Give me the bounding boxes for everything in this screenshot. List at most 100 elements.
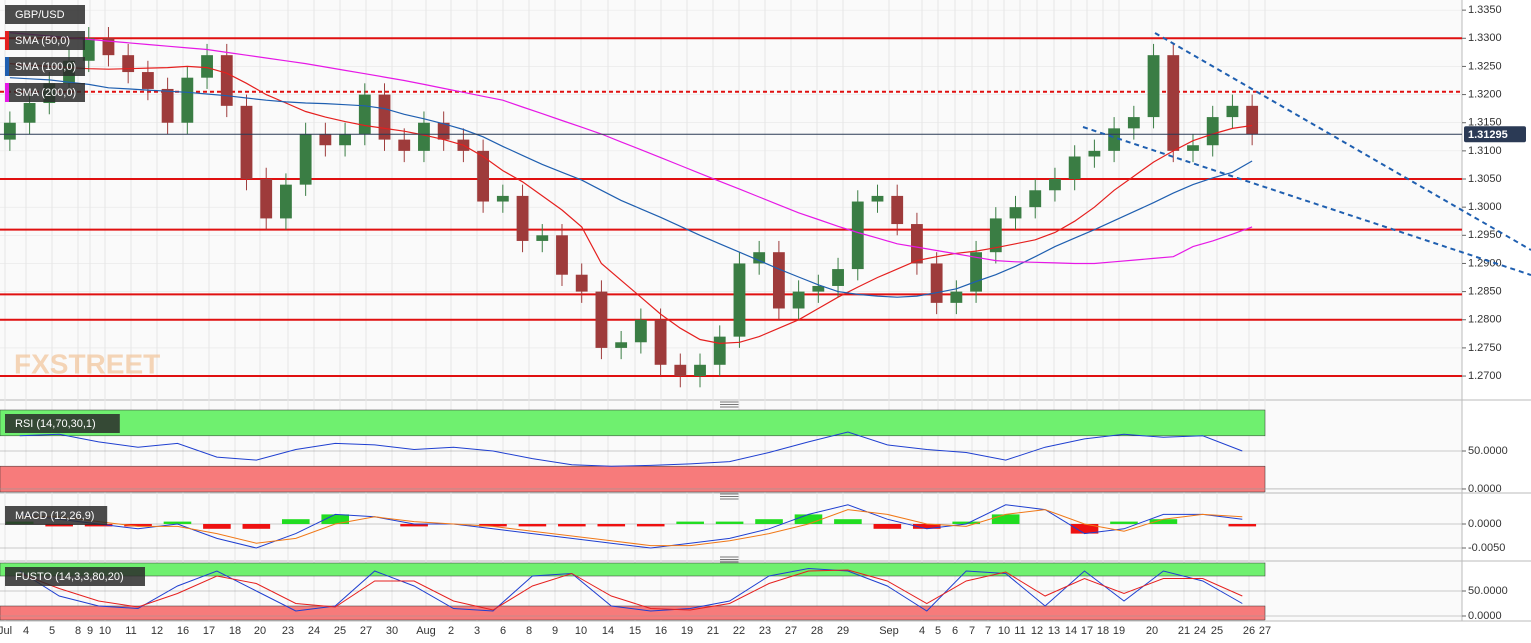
histogram-bar	[755, 519, 783, 524]
y-tick-label: 0.0000	[1468, 483, 1502, 495]
x-tick-label: 9	[87, 625, 93, 637]
candle-body	[970, 252, 982, 292]
legend-label: SMA (100,0)	[15, 61, 76, 73]
x-tick-label: 16	[655, 625, 667, 637]
legend-label: FUSTO (14,3,3,80,20)	[15, 571, 124, 583]
x-tick-label: 25	[334, 625, 346, 637]
indicator-line	[19, 431, 1243, 467]
x-tick-label: 17	[203, 625, 215, 637]
y-tick-label: 50.0000	[1468, 585, 1508, 597]
x-tick-label: 10	[575, 625, 587, 637]
histogram-bar	[45, 524, 73, 527]
legend-box	[5, 57, 85, 76]
candle-body	[161, 88, 174, 123]
histogram-bar	[281, 519, 310, 524]
histogram-bar	[991, 514, 1020, 524]
candle-body	[339, 133, 351, 146]
x-tick-label: 12	[151, 625, 163, 637]
x-tick-label: 27	[785, 625, 797, 637]
x-tick-label: Sep	[879, 625, 899, 637]
candle-body	[871, 195, 884, 202]
histogram-bar	[636, 524, 665, 527]
x-tick-label: Jul	[0, 625, 12, 637]
legend-swatch	[5, 57, 9, 76]
candle-body	[1187, 145, 1199, 151]
histogram-bar	[558, 524, 586, 527]
resize-grip[interactable]	[720, 401, 739, 563]
candle-body	[1226, 105, 1239, 118]
x-tick-label: 25	[1211, 625, 1223, 637]
candle-body	[398, 139, 411, 151]
candle-body	[496, 195, 509, 202]
candle-body	[575, 274, 588, 292]
candle-body	[280, 184, 292, 219]
x-tick-label: 9	[552, 625, 558, 637]
histogram-bar	[203, 524, 231, 529]
x-tick-label: 27	[1259, 625, 1271, 637]
y-tick-label: 1.3250	[1468, 60, 1502, 72]
legend-box	[5, 414, 120, 433]
legend-label: RSI (14,70,30,1)	[15, 418, 96, 430]
histogram-bar	[952, 521, 981, 524]
candle-body	[220, 55, 233, 106]
histogram-bar	[1070, 524, 1099, 534]
legend-box	[5, 567, 145, 586]
indicator-line	[19, 567, 1243, 612]
candle-body	[1167, 55, 1180, 151]
y-tick-label: 1.2800	[1468, 314, 1502, 326]
y-tick-label: 1.3050	[1468, 173, 1502, 185]
candle-body	[694, 364, 706, 377]
legend-box	[5, 83, 85, 102]
x-tick-label: 14	[1065, 625, 1077, 637]
sma-line	[9, 63, 1253, 345]
candle-body	[674, 364, 687, 377]
candle-body	[1108, 128, 1121, 151]
x-tick-label: 11	[125, 625, 136, 637]
candle-body	[891, 195, 904, 225]
histogram-bar	[84, 524, 113, 527]
candle-body	[536, 235, 549, 241]
x-tick-label: 21	[1178, 625, 1190, 637]
candle-body	[437, 122, 450, 140]
oversold-band	[0, 465, 1266, 493]
y-tick-label: 1.3000	[1468, 201, 1502, 213]
x-tick-label: 21	[707, 625, 719, 637]
candle-body	[1068, 156, 1081, 180]
x-tick-label: 20	[254, 625, 266, 637]
candle-body	[792, 291, 805, 309]
x-tick-label: 18	[1097, 625, 1109, 637]
legend-label: GBP/USD	[15, 9, 65, 21]
candle-body	[654, 319, 667, 365]
candle-body	[1147, 55, 1160, 118]
axis-background	[1462, 0, 1531, 643]
histogram-bar	[479, 524, 507, 527]
legend-box	[5, 5, 85, 24]
y-tick-label: 1.2750	[1468, 342, 1502, 354]
candle-body	[477, 150, 490, 202]
legend-swatch	[5, 83, 9, 102]
candle-body	[989, 218, 1002, 253]
x-tick-label: 8	[75, 625, 81, 637]
candle-body	[733, 263, 746, 337]
candle-body	[1029, 190, 1042, 208]
candle-body	[812, 285, 825, 292]
candle-body	[950, 291, 963, 303]
sma-line	[9, 77, 1253, 298]
trend-line	[1154, 32, 1531, 251]
histogram-bar	[834, 519, 862, 524]
candle-body	[1049, 179, 1061, 191]
histogram-bar	[597, 524, 626, 527]
histogram-bar	[321, 514, 350, 524]
x-tick-label: 27	[360, 625, 372, 637]
y-tick-label: 1.2850	[1468, 286, 1502, 298]
y-tick-label: 50.0000	[1468, 445, 1508, 457]
candle-body	[23, 103, 36, 123]
x-tick-label: 8	[526, 625, 532, 637]
histogram-bar	[676, 521, 704, 524]
histogram-bar	[794, 514, 823, 524]
histogram-bar	[1228, 524, 1257, 527]
histogram-bar	[518, 524, 547, 527]
candle-body	[141, 72, 154, 89]
indicator-line	[19, 504, 1243, 549]
x-tick-label: 23	[759, 625, 771, 637]
